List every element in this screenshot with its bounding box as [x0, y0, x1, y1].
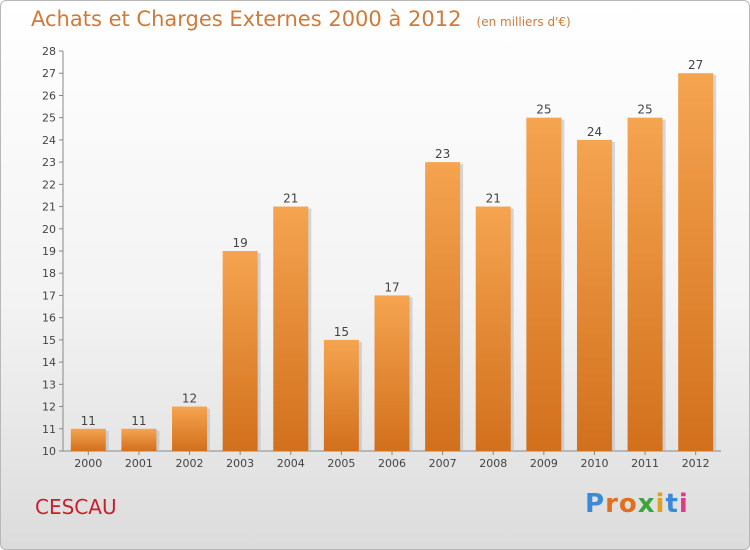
commune-name: CESCAU	[35, 495, 117, 519]
x-tick-label: 2008	[479, 457, 507, 470]
bars-group: 11 11 12 19 21 15 17 23 21 25 24 25 27	[70, 58, 717, 452]
title-row: Achats et Charges Externes 2000 à 2012 (…	[31, 7, 571, 31]
bar-2004	[273, 206, 309, 451]
bar-2009	[526, 117, 562, 452]
y-tick-label: 24	[42, 134, 56, 147]
bar-value-label: 24	[587, 125, 602, 139]
bar-2001	[121, 428, 157, 451]
logo-letter: x	[637, 489, 656, 519]
bar-2010	[576, 139, 612, 451]
y-tick-label: 14	[42, 356, 56, 369]
y-tick-label: 13	[42, 378, 56, 391]
x-tick-label: 2000	[74, 457, 102, 470]
bar-value-label: 21	[486, 192, 501, 206]
bar-value-label: 11	[131, 414, 146, 428]
bar-value-label: 12	[182, 392, 197, 406]
y-tick-label: 25	[42, 112, 56, 125]
x-tick-label: 2002	[176, 457, 204, 470]
bar-2002	[172, 406, 208, 451]
y-tick-label: 16	[42, 312, 56, 325]
y-tick-label: 23	[42, 156, 56, 169]
y-tick-label: 22	[42, 178, 56, 191]
y-tick-label: 27	[42, 67, 56, 80]
y-tick-label: 20	[42, 223, 56, 236]
bar-2003	[222, 251, 258, 451]
y-tick-label: 17	[42, 289, 56, 302]
logo-letter: i	[678, 489, 689, 519]
bar-2000	[70, 428, 106, 451]
x-tick-label: 2009	[530, 457, 558, 470]
proxiti-logo: Proxiti	[585, 489, 689, 519]
x-tick-label: 2005	[327, 457, 355, 470]
logo-letter: t	[665, 489, 679, 519]
bar-value-label: 17	[384, 280, 399, 294]
x-tick-label: 2001	[125, 457, 153, 470]
y-tick-label: 26	[42, 89, 56, 102]
chart-subtitle: (en milliers d'€)	[476, 15, 571, 29]
bar-2007	[425, 162, 461, 451]
bar-value-label: 11	[81, 414, 96, 428]
x-tick-label: 2003	[226, 457, 254, 470]
logo-letter: o	[618, 489, 638, 519]
y-tick-label: 18	[42, 267, 56, 280]
bar-2005	[323, 339, 359, 451]
x-tick-label: 2006	[378, 457, 406, 470]
y-tick-label: 10	[42, 445, 56, 458]
logo-letter: r	[605, 489, 619, 519]
logo-letter: P	[585, 489, 606, 519]
bar-2008	[475, 206, 511, 451]
y-tick-label: 19	[42, 245, 56, 258]
bar-value-label: 19	[233, 236, 248, 250]
bar-value-label: 25	[637, 103, 652, 117]
x-tick-label: 2004	[277, 457, 305, 470]
y-tick-label: 11	[42, 423, 56, 436]
bar-2012	[678, 73, 714, 451]
x-tick-label: 2012	[682, 457, 710, 470]
bar-value-label: 25	[536, 103, 551, 117]
y-tick-label: 12	[42, 401, 56, 414]
x-tick-label: 2010	[580, 457, 608, 470]
y-tick-label: 15	[42, 334, 56, 347]
chart-title: Achats et Charges Externes 2000 à 2012	[31, 7, 462, 31]
y-tick-label: 21	[42, 201, 56, 214]
bar-value-label: 21	[283, 192, 298, 206]
bar-value-label: 23	[435, 147, 450, 161]
bar-2011	[627, 117, 663, 452]
bar-value-label: 27	[688, 58, 703, 72]
logo-letter: i	[655, 489, 666, 519]
bar-2006	[374, 295, 410, 451]
bar-value-label: 15	[334, 325, 349, 339]
x-tick-label: 2007	[429, 457, 457, 470]
x-tick-label: 2011	[631, 457, 659, 470]
axes: 10 11 12 13 14 15 16 17 18 19 20 21 22 23 24 25 26 27 28 20…	[42, 45, 721, 470]
y-tick-label: 28	[42, 45, 56, 58]
